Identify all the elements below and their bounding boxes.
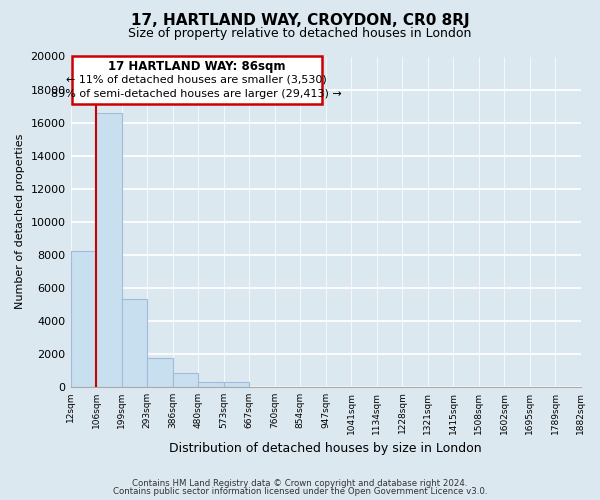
- FancyBboxPatch shape: [72, 56, 322, 104]
- Text: 17 HARTLAND WAY: 86sqm: 17 HARTLAND WAY: 86sqm: [108, 60, 286, 73]
- Y-axis label: Number of detached properties: Number of detached properties: [15, 134, 25, 310]
- Bar: [122, 299, 147, 386]
- X-axis label: Distribution of detached houses by size in London: Distribution of detached houses by size …: [169, 442, 482, 455]
- Text: 89% of semi-detached houses are larger (29,413) →: 89% of semi-detached houses are larger (…: [52, 90, 342, 100]
- Bar: [147, 358, 173, 386]
- Bar: [71, 252, 96, 386]
- Bar: [224, 382, 249, 386]
- Bar: [198, 382, 224, 386]
- Bar: [173, 374, 198, 386]
- Bar: [96, 112, 122, 386]
- Text: ← 11% of detached houses are smaller (3,530): ← 11% of detached houses are smaller (3,…: [67, 74, 327, 85]
- Text: 17, HARTLAND WAY, CROYDON, CR0 8RJ: 17, HARTLAND WAY, CROYDON, CR0 8RJ: [131, 12, 469, 28]
- Text: Contains HM Land Registry data © Crown copyright and database right 2024.: Contains HM Land Registry data © Crown c…: [132, 478, 468, 488]
- Text: Contains public sector information licensed under the Open Government Licence v3: Contains public sector information licen…: [113, 487, 487, 496]
- Text: Size of property relative to detached houses in London: Size of property relative to detached ho…: [128, 28, 472, 40]
